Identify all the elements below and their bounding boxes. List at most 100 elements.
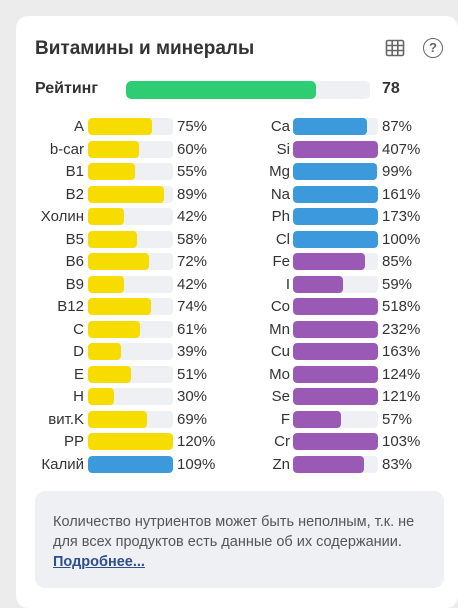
- nutrient-bar: [88, 365, 173, 383]
- nutrient-name: PP: [63, 433, 84, 450]
- nutrient-bar: [293, 343, 378, 360]
- nutrient-percent: 58%: [177, 230, 208, 248]
- nutrient-percent: 75%: [177, 118, 208, 135]
- nutrient-bar-fill: [88, 455, 173, 473]
- help-circle-icon[interactable]: ?: [423, 38, 443, 58]
- nutrient-bar: [293, 275, 378, 293]
- nutrient-name: B6: [65, 253, 84, 270]
- nutrient-bar-fill: [293, 410, 342, 428]
- nutrient-bar: [293, 208, 378, 225]
- nutrient-percent: 120%: [177, 433, 216, 450]
- nutrient-bar-fill: [293, 320, 378, 338]
- nutrient-bar-fill: [88, 410, 147, 428]
- nutrient-bar: [88, 253, 173, 270]
- nutrient-bar: [88, 230, 173, 248]
- nutrient-name: Na: [270, 185, 290, 203]
- nutrient-bar-fill: [293, 140, 378, 158]
- nutrient-name: Fe: [272, 253, 290, 270]
- nutrient-bar-fill: [88, 253, 150, 270]
- nutrient-percent: 100%: [382, 230, 421, 248]
- nutrient-bar: [293, 388, 378, 405]
- nutrient-bar: [88, 208, 173, 225]
- nutrient-bar-fill: [88, 140, 139, 158]
- nutrient-bar-fill: [293, 118, 367, 135]
- nutrient-bar-fill: [293, 388, 378, 405]
- nutrient-bar-fill: [88, 163, 135, 180]
- nutrient-bar: [88, 298, 173, 315]
- nutrient-percent: 60%: [177, 140, 208, 158]
- nutrient-bar: [88, 118, 173, 135]
- nutrient-name: Co: [270, 298, 290, 315]
- nutrient-percent: 173%: [382, 208, 421, 225]
- nutrient-name: Si: [276, 140, 290, 158]
- nutrient-bar: [88, 388, 173, 405]
- nutrient-bar: [293, 253, 378, 270]
- nutrient-percent: 124%: [382, 365, 421, 383]
- nutrient-name: D: [73, 343, 84, 360]
- nutrient-name: Mg: [269, 163, 290, 180]
- nutrient-bar: [88, 410, 173, 428]
- more-link[interactable]: Подробнее...: [53, 554, 145, 570]
- info-note-text: Количество нутриентов может быть неполны…: [53, 514, 415, 550]
- nutrient-percent: 42%: [177, 275, 208, 293]
- nutrient-name: Cu: [270, 343, 290, 360]
- nutrient-bar-fill: [293, 208, 378, 225]
- nutrient-name: Se: [271, 388, 290, 405]
- nutrient-bar: [293, 185, 378, 203]
- nutrient-percent: 51%: [177, 365, 208, 383]
- nutrient-name: B5: [65, 230, 84, 248]
- nutrient-percent: 83%: [382, 455, 413, 473]
- nutrient-percent: 89%: [177, 185, 208, 203]
- nutrient-name: I: [285, 275, 290, 293]
- nutrient-percent: 99%: [382, 163, 413, 180]
- nutrient-bar: [293, 320, 378, 338]
- nutrient-bar-fill: [293, 185, 378, 203]
- nutrient-bar: [293, 433, 378, 450]
- nutrient-percent: 87%: [382, 118, 413, 135]
- table-icon[interactable]: [385, 38, 405, 58]
- nutrient-percent: 85%: [382, 253, 413, 270]
- nutrient-bar-fill: [88, 118, 152, 135]
- nutrient-bar: [293, 298, 378, 315]
- nutrient-bar-fill: [88, 320, 140, 338]
- nutrient-bar: [293, 410, 378, 428]
- nutrient-bar: [293, 455, 378, 473]
- nutrient-name: вит.K: [48, 410, 84, 428]
- vitamins-minerals-card: Витамины и минералы ? Рейтинг 78 A 75% b-c…: [16, 16, 458, 608]
- nutrient-name: E: [73, 365, 84, 383]
- nutrient-bar-fill: [88, 208, 124, 225]
- nutrient-percent: 39%: [177, 343, 208, 360]
- nutrient-name: Zn: [272, 455, 290, 473]
- nutrient-bar: [88, 140, 173, 158]
- nutrient-percent: 69%: [177, 410, 208, 428]
- nutrient-bar: [88, 433, 173, 450]
- nutrient-percent: 30%: [177, 388, 208, 405]
- nutrient-bar-fill: [88, 185, 164, 203]
- nutrient-percent: 61%: [177, 320, 208, 338]
- nutrient-percent: 109%: [177, 455, 216, 473]
- nutrient-name: Ca: [270, 118, 290, 135]
- nutrient-bar-fill: [88, 388, 114, 405]
- nutrient-bar-fill: [88, 433, 173, 450]
- nutrient-name: B12: [57, 298, 84, 315]
- nutrient-percent: 55%: [177, 163, 208, 180]
- nutrient-bar-fill: [293, 163, 378, 180]
- nutrient-bar: [88, 185, 173, 203]
- nutrient-bar-fill: [293, 433, 378, 450]
- nutrient-name: B2: [65, 185, 84, 203]
- nutrient-bar: [88, 163, 173, 180]
- nutrient-percent: 74%: [177, 298, 208, 315]
- nutrient-percent: 121%: [382, 388, 421, 405]
- nutrient-bar-fill: [293, 343, 378, 360]
- nutrient-percent: 42%: [177, 208, 208, 225]
- help-glyph: ?: [423, 38, 443, 58]
- nutrient-percent: 232%: [382, 320, 421, 338]
- nutrient-name: Калий: [41, 455, 84, 473]
- nutrient-bar-fill: [293, 455, 364, 473]
- info-note: Количество нутриентов может быть неполны…: [35, 491, 444, 588]
- nutrient-name: Холин: [40, 208, 84, 225]
- nutrient-name: B1: [65, 163, 84, 180]
- nutrient-bar: [88, 320, 173, 338]
- nutrient-name: Mn: [269, 320, 290, 338]
- nutrient-name: Cr: [274, 433, 290, 450]
